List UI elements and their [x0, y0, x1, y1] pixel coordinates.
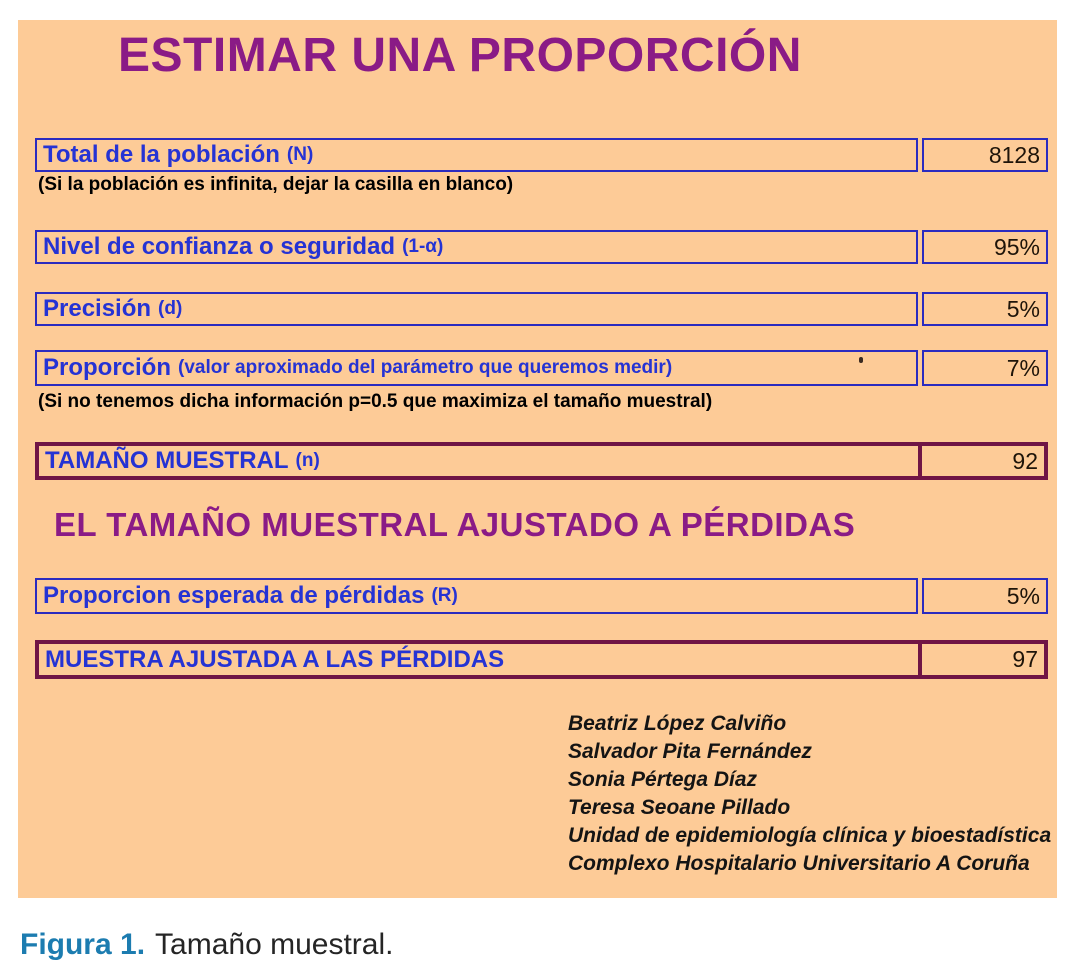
credit-line: Teresa Seoane Pillado	[568, 796, 791, 819]
note-infinite-population: (Si la población es infinita, dejar la c…	[38, 174, 514, 195]
note-p05: (Si no tenemos dicha información p=0.5 q…	[38, 391, 713, 412]
row-muestra-ajustada: MUESTRA AJUSTADA A LAS PÉRDIDAS 97	[35, 640, 1048, 679]
label-total-poblacion: Total de la población (N)	[35, 138, 918, 172]
credit-line: Complexo Hospitalario Universitario A Co…	[568, 852, 1030, 875]
main-title: ESTIMAR UNA PROPORCIÓN	[118, 29, 802, 82]
figure-caption-label: Figura 1.	[20, 928, 146, 961]
label-muestra-ajustada: MUESTRA AJUSTADA A LAS PÉRDIDAS	[39, 644, 918, 675]
value-text: 8128	[988, 141, 1040, 168]
credit-line: Unidad de epidemiología clínica y bioest…	[568, 824, 1052, 847]
label-suffix: (N)	[286, 144, 314, 165]
calculator-panel: ESTIMAR UNA PROPORCIÓN Total de la pobla…	[18, 20, 1057, 898]
input-total-poblacion[interactable]: 8128	[922, 138, 1048, 172]
label-suffix: (valor aproximado del parámetro que quer…	[178, 357, 673, 378]
output-tamano-muestral: 92	[918, 446, 1044, 476]
value-text: 97	[1012, 646, 1038, 672]
label-suffix: (n)	[295, 450, 320, 471]
row-tamano-muestral: TAMAÑO MUESTRAL (n) 92	[35, 442, 1048, 480]
credit-line: Salvador Pita Fernández	[568, 740, 812, 763]
label-suffix: (d)	[158, 298, 183, 319]
row-proporcion: Proporción (valor aproximado del parámet…	[35, 350, 1048, 386]
label-text: Proporcion esperada de pérdidas	[43, 582, 425, 609]
section2-title: EL TAMAÑO MUESTRAL AJUSTADO A PÉRDIDAS	[54, 506, 856, 543]
label-text: Proporción	[43, 354, 172, 381]
row-perdidas: Proporcion esperada de pérdidas (R) 5%	[35, 578, 1048, 614]
label-suffix: (R)	[431, 585, 458, 606]
input-proporcion[interactable]: 7%	[922, 350, 1048, 386]
row-precision: Precisión (d) 5%	[35, 292, 1048, 326]
label-suffix: (1-α)	[402, 236, 444, 257]
label-text: Nivel de confianza o seguridad	[43, 233, 396, 260]
label-text: Total de la población	[43, 141, 280, 168]
value-text: 95%	[993, 233, 1040, 260]
value-text: 7%	[1006, 354, 1040, 381]
row-total-poblacion: Total de la población (N) 8128	[35, 138, 1048, 172]
credits-block: Beatriz López Calviño Salvador Pita Fern…	[568, 710, 1051, 878]
label-text: Precisión	[43, 295, 152, 322]
value-text: 5%	[1006, 582, 1040, 609]
output-muestra-ajustada: 97	[918, 644, 1044, 675]
label-text: TAMAÑO MUESTRAL	[45, 447, 289, 474]
label-proporcion: Proporción (valor aproximado del parámet…	[35, 350, 918, 386]
label-perdidas: Proporcion esperada de pérdidas (R)	[35, 578, 918, 614]
input-precision[interactable]: 5%	[922, 292, 1048, 326]
label-precision: Precisión (d)	[35, 292, 918, 326]
value-text: 92	[1012, 447, 1038, 474]
label-nivel-confianza: Nivel de confianza o seguridad (1-α)	[35, 230, 918, 264]
credit-line: Sonia Pértega Díaz	[568, 768, 758, 791]
input-perdidas[interactable]: 5%	[922, 578, 1048, 614]
credit-line: Beatriz López Calviño	[568, 712, 787, 735]
row-nivel-confianza: Nivel de confianza o seguridad (1-α) 95%	[35, 230, 1048, 264]
label-tamano-muestral: TAMAÑO MUESTRAL (n)	[39, 446, 918, 476]
input-nivel-confianza[interactable]: 95%	[922, 230, 1048, 264]
figure-caption-text: Tamaño muestral.	[155, 928, 394, 961]
value-text: 5%	[1006, 295, 1040, 322]
figure-caption: Figura 1. Tamaño muestral.	[20, 928, 393, 962]
label-text: MUESTRA AJUSTADA A LAS PÉRDIDAS	[45, 645, 505, 673]
stray-mark	[859, 357, 863, 363]
